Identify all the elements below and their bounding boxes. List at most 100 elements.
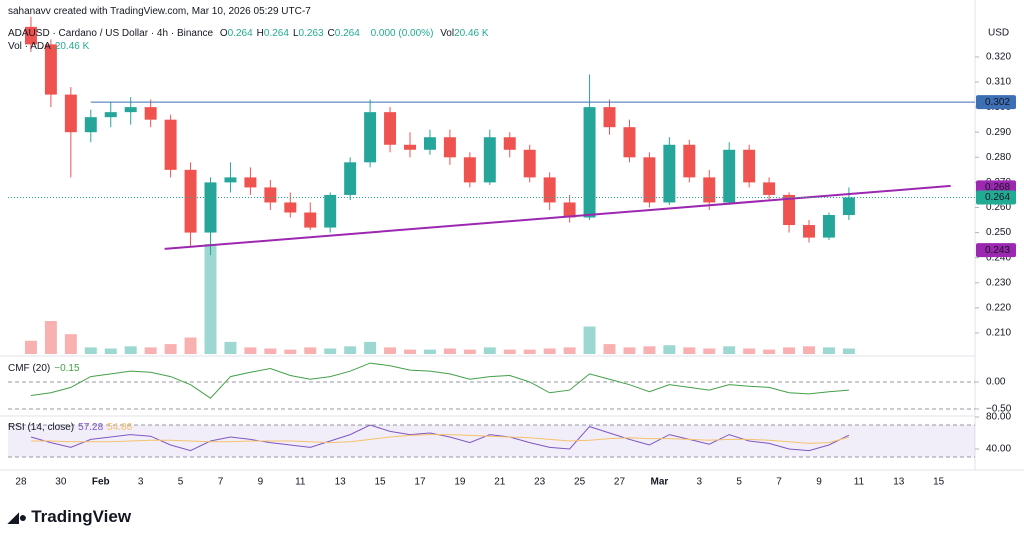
volume-bar — [44, 321, 57, 354]
x-tick-label: 9 — [816, 477, 822, 488]
candle-body — [384, 112, 397, 145]
candle-body — [423, 137, 436, 150]
y-tick-label: 0.220 — [986, 302, 1011, 313]
candle-body — [144, 107, 157, 120]
x-tick-label: 7 — [218, 477, 224, 488]
x-tick-label: 3 — [697, 477, 703, 488]
candle-body — [603, 107, 616, 128]
symbol-legend: ADAUSD · Cardano / US Dollar · 4h · Bina… — [8, 28, 493, 39]
volume-bar — [623, 347, 636, 354]
candle-body — [643, 157, 656, 203]
candle-body — [463, 157, 476, 183]
rsi-value: 57.28 — [78, 422, 104, 433]
volume-bar — [384, 347, 397, 354]
price-label: 0.243 — [985, 245, 1010, 256]
vol-legend-value: 20.46 K — [54, 41, 90, 52]
cmf-value: −0.15 — [54, 363, 80, 374]
vol-label: Vol · ADA — [8, 41, 51, 52]
x-tick-label: 11 — [295, 477, 306, 488]
brand-text: TradingView — [31, 507, 132, 526]
candle-body — [543, 177, 556, 203]
ohlc-key: H — [256, 28, 264, 39]
x-tick-label: 11 — [854, 477, 865, 488]
volume-bar — [603, 344, 616, 354]
logo: ◢● — [8, 509, 28, 525]
candle-body — [44, 44, 57, 95]
volume-bar — [204, 244, 217, 354]
vol-value: 20.46 K — [454, 28, 489, 39]
candle-body — [324, 194, 337, 228]
ohlc-value: 0.264 — [263, 28, 289, 39]
volume-bar — [683, 347, 696, 354]
x-tick-label: 30 — [55, 477, 67, 488]
candle-body — [284, 202, 297, 213]
candle-body — [822, 215, 835, 238]
y-tick-label: 0.230 — [986, 277, 1011, 288]
y-tick-label: 80.00 — [986, 412, 1011, 423]
candle-body — [483, 137, 496, 183]
x-tick-label: 27 — [614, 477, 626, 488]
x-tick-label: 13 — [335, 477, 347, 488]
candle-body — [703, 177, 716, 203]
rsi-title: RSI (14, close) — [8, 422, 75, 433]
candle-body — [24, 26, 37, 45]
candle-body — [803, 225, 815, 238]
volume-bar — [743, 348, 756, 354]
price-label-box — [976, 190, 1016, 205]
y-tick-label: 0.250 — [986, 227, 1011, 238]
indicator-line — [30, 434, 850, 444]
candle-body — [443, 137, 456, 158]
price-label-box — [976, 243, 1016, 258]
volume-bar — [663, 345, 676, 354]
volume-bar — [324, 348, 337, 354]
vol-key: Vol — [440, 28, 455, 39]
price-label: 0.302 — [985, 97, 1010, 108]
ohlc-value: 0.264 — [227, 28, 253, 39]
x-tick-label: 19 — [454, 477, 466, 488]
volume-bar — [463, 349, 476, 354]
volume-bar — [284, 349, 297, 354]
volume-bar — [703, 348, 716, 354]
volume-bar — [224, 341, 237, 354]
x-tick-label: 5 — [736, 477, 742, 488]
volume-bar — [763, 349, 776, 354]
y-tick-label: 0.00 — [986, 377, 1006, 388]
x-tick-label: 9 — [258, 477, 264, 488]
ohlc-value: 0.263 — [298, 28, 324, 39]
brand: ◢● TradingView — [8, 507, 131, 527]
candle-body — [64, 94, 77, 133]
candle-body — [364, 112, 377, 163]
volume-bar — [104, 348, 117, 354]
volume-bar — [503, 349, 516, 354]
y-tick-label: 0.280 — [986, 152, 1011, 163]
candle-body — [583, 107, 596, 218]
price-label-box — [976, 95, 1016, 110]
volume-bar — [84, 347, 97, 354]
candle-body — [104, 112, 117, 118]
y-tick-label: 0.290 — [986, 127, 1011, 138]
candle-body — [763, 182, 776, 195]
candle-body — [124, 107, 137, 113]
candle-body — [164, 119, 177, 170]
x-tick-label: 25 — [574, 477, 586, 488]
ohlc-key: C — [327, 28, 335, 39]
volume-bar — [184, 337, 197, 354]
x-tick-label: 5 — [178, 477, 184, 488]
x-tick-label: 21 — [494, 477, 506, 488]
x-tick-label: 13 — [893, 477, 905, 488]
x-tick-label: 28 — [15, 477, 27, 488]
volume-bar — [404, 349, 416, 354]
y-tick-label: 40.00 — [986, 444, 1011, 455]
volume-bar — [423, 349, 436, 354]
candle-body — [783, 194, 796, 226]
candle-body — [184, 169, 197, 233]
candle-body — [623, 127, 636, 158]
candle-body — [842, 197, 855, 216]
volume-bar — [523, 349, 536, 354]
x-tick-label: Mar — [650, 477, 668, 488]
volume-bar — [264, 348, 277, 354]
candle-body — [663, 144, 676, 203]
volume-bar — [64, 334, 77, 354]
indicator-line — [30, 362, 849, 399]
